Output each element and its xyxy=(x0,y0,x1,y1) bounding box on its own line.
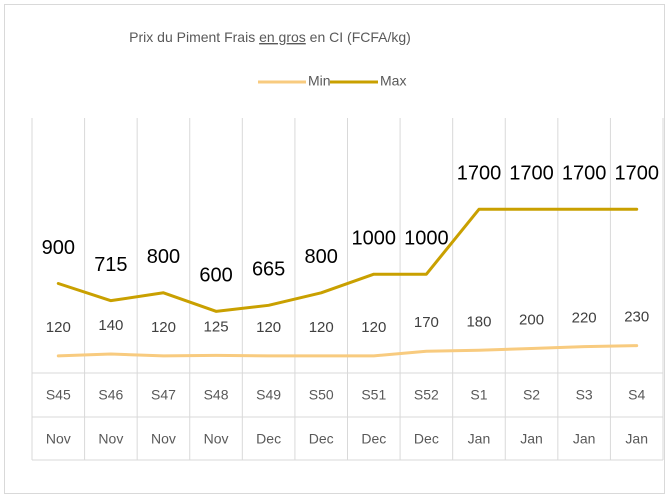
data-label: 125 xyxy=(204,318,229,335)
data-label: 120 xyxy=(151,319,176,336)
x-group-label: Nov xyxy=(46,431,71,447)
data-label: 120 xyxy=(46,319,71,336)
legend-label: Max xyxy=(380,73,406,89)
x-group-label: Dec xyxy=(414,431,439,447)
data-label: 120 xyxy=(309,319,334,336)
data-label: 900 xyxy=(42,237,75,259)
data-label: 1700 xyxy=(457,163,502,185)
data-label: 170 xyxy=(414,314,439,331)
x-group-label: Nov xyxy=(204,431,229,447)
data-label: 200 xyxy=(519,311,544,328)
data-label: 800 xyxy=(147,246,180,268)
x-group-label: Nov xyxy=(98,431,123,447)
x-group-label: Dec xyxy=(256,431,281,447)
x-tick-label: S2 xyxy=(523,387,540,403)
data-label: 230 xyxy=(624,309,649,326)
data-label: 140 xyxy=(98,317,123,334)
x-tick-label: S4 xyxy=(628,387,645,403)
data-label: 180 xyxy=(466,313,491,330)
x-group-label: Dec xyxy=(309,431,334,447)
data-label: 120 xyxy=(361,319,386,336)
x-tick-label: S45 xyxy=(46,387,71,403)
data-label: 1700 xyxy=(509,163,554,185)
data-label: 220 xyxy=(572,310,597,327)
data-label: 600 xyxy=(199,265,232,287)
x-tick-label: S48 xyxy=(204,387,229,403)
x-group-label: Jan xyxy=(468,431,491,447)
series-line xyxy=(56,344,639,358)
chart-title: Prix du Piment Frais en gros en CI (FCFA… xyxy=(129,29,411,45)
data-label: 1700 xyxy=(614,163,659,185)
data-label: 1000 xyxy=(404,228,449,250)
x-tick-label: S50 xyxy=(309,387,334,403)
data-label: 665 xyxy=(252,259,285,281)
x-tick-label: S52 xyxy=(414,387,439,403)
x-tick-label: S47 xyxy=(151,387,176,403)
data-label: 800 xyxy=(305,246,338,268)
data-label: 1000 xyxy=(352,228,397,250)
x-tick-label: S49 xyxy=(256,387,281,403)
x-group-label: Nov xyxy=(151,431,176,447)
data-label: 715 xyxy=(94,254,127,276)
x-group-label: Dec xyxy=(361,431,386,447)
data-label: 120 xyxy=(256,319,281,336)
x-tick-label: S46 xyxy=(98,387,123,403)
x-tick-label: S1 xyxy=(470,387,487,403)
legend-label: Min xyxy=(308,73,331,89)
x-tick-label: S51 xyxy=(361,387,386,403)
x-group-label: Jan xyxy=(520,431,543,447)
x-group-label: Jan xyxy=(573,431,596,447)
x-group-label: Jan xyxy=(625,431,648,447)
x-tick-label: S3 xyxy=(576,387,593,403)
series-line xyxy=(56,207,639,313)
chart-border xyxy=(4,4,665,494)
data-label: 1700 xyxy=(562,163,607,185)
